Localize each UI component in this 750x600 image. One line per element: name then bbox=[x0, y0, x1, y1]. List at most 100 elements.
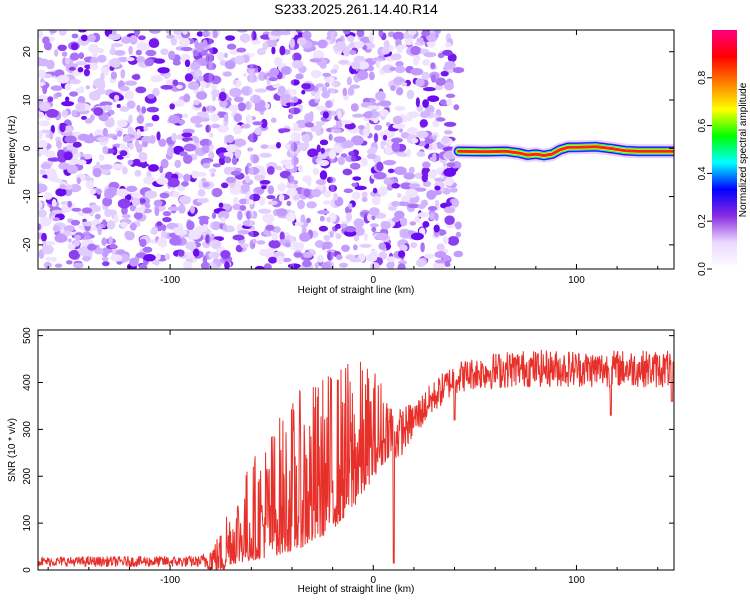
noise-blob bbox=[328, 184, 337, 192]
noise-blob bbox=[410, 45, 421, 56]
noise-blob bbox=[331, 80, 341, 88]
noise-blob bbox=[46, 59, 55, 70]
noise-blob bbox=[361, 191, 368, 198]
noise-blob bbox=[353, 218, 365, 229]
noise-blob bbox=[269, 67, 280, 77]
noise-blob bbox=[349, 50, 357, 55]
noise-blob bbox=[58, 162, 70, 170]
noise-blob bbox=[102, 261, 110, 267]
noise-blob bbox=[328, 149, 337, 160]
noise-blob bbox=[229, 87, 242, 98]
noise-blob bbox=[452, 67, 465, 74]
noise-blob bbox=[446, 68, 454, 74]
noise-blob bbox=[432, 119, 440, 128]
noise-blob bbox=[261, 185, 267, 190]
snr-frame bbox=[37, 329, 675, 571]
noise-blob bbox=[371, 226, 377, 233]
noise-blob bbox=[442, 256, 452, 261]
noise-blob bbox=[435, 77, 447, 86]
noise-blob bbox=[133, 30, 141, 37]
noise-blob bbox=[127, 159, 134, 166]
noise-blob bbox=[394, 106, 406, 111]
noise-blob bbox=[373, 172, 387, 180]
noise-blob bbox=[329, 230, 334, 238]
noise-blob bbox=[100, 164, 113, 170]
noise-blob bbox=[160, 229, 167, 240]
noise-blob bbox=[42, 84, 48, 95]
noise-blob bbox=[321, 91, 331, 99]
noise-blob bbox=[224, 60, 236, 70]
noise-blob bbox=[174, 159, 182, 169]
noise-blob bbox=[427, 206, 438, 211]
noise-blob bbox=[371, 195, 381, 206]
noise-blob bbox=[71, 207, 82, 212]
noise-blob bbox=[353, 234, 359, 242]
noise-blob bbox=[208, 168, 217, 174]
noise-blob bbox=[249, 193, 261, 202]
noise-blob bbox=[414, 215, 420, 222]
noise-blob bbox=[149, 30, 161, 34]
noise-blob bbox=[232, 234, 245, 241]
noise-blob bbox=[239, 33, 251, 43]
noise-blob bbox=[51, 199, 57, 208]
noise-blob bbox=[314, 92, 321, 100]
noise-blob bbox=[409, 221, 416, 226]
noise-blob bbox=[324, 82, 330, 88]
noise-blob bbox=[52, 178, 63, 183]
noise-blob bbox=[316, 144, 321, 153]
noise-blob bbox=[223, 113, 229, 123]
noise-blob bbox=[369, 71, 375, 81]
noise-blob bbox=[375, 60, 381, 69]
noise-blob bbox=[351, 155, 357, 162]
noise-blob bbox=[50, 85, 63, 91]
noise-blob bbox=[94, 247, 104, 255]
noise-blob bbox=[429, 212, 435, 221]
noise-blob bbox=[104, 190, 115, 199]
noise-blob bbox=[55, 188, 67, 197]
noise-blob bbox=[399, 128, 403, 133]
noise-blob bbox=[72, 141, 82, 148]
noise-blob bbox=[447, 236, 460, 246]
noise-blob bbox=[419, 37, 424, 45]
noise-blob bbox=[206, 62, 217, 71]
noise-blob bbox=[278, 128, 291, 133]
noise-blob bbox=[454, 221, 462, 230]
noise-blob bbox=[109, 58, 121, 68]
noise-blob bbox=[378, 100, 392, 107]
noise-blob bbox=[136, 129, 141, 135]
noise-blob bbox=[327, 88, 339, 94]
noise-blob bbox=[38, 120, 51, 127]
noise-blob bbox=[209, 113, 220, 122]
noise-blob bbox=[317, 39, 328, 49]
noise-blob bbox=[158, 138, 167, 147]
noise-blob bbox=[386, 256, 396, 263]
noise-blob bbox=[259, 180, 271, 185]
noise-blob bbox=[148, 164, 159, 172]
noise-blob bbox=[38, 223, 42, 231]
noise-blob bbox=[376, 232, 389, 241]
snr-y-tick-label: 300 bbox=[22, 421, 33, 438]
noise-blob bbox=[432, 135, 437, 140]
noise-blob bbox=[233, 185, 241, 191]
noise-blob bbox=[337, 110, 342, 120]
noise-blob bbox=[187, 81, 200, 90]
noise-blob bbox=[109, 110, 115, 115]
noise-blob bbox=[38, 200, 43, 210]
noise-blob bbox=[397, 250, 406, 258]
noise-blob bbox=[114, 50, 126, 56]
noise-blob bbox=[392, 115, 403, 125]
noise-blob bbox=[69, 52, 80, 61]
noise-blob bbox=[353, 244, 358, 251]
noise-blob bbox=[421, 71, 430, 80]
noise-blob bbox=[287, 263, 301, 269]
noise-blob bbox=[78, 86, 85, 94]
noise-blob bbox=[343, 30, 351, 35]
noise-blob bbox=[262, 213, 275, 223]
noise-blob bbox=[340, 120, 353, 125]
noise-blob bbox=[183, 173, 191, 182]
noise-blob bbox=[344, 225, 356, 233]
noise-blob bbox=[135, 86, 147, 94]
heatmap-x-label: Height of straight line (km) bbox=[298, 285, 415, 296]
noise-blob bbox=[395, 61, 404, 67]
